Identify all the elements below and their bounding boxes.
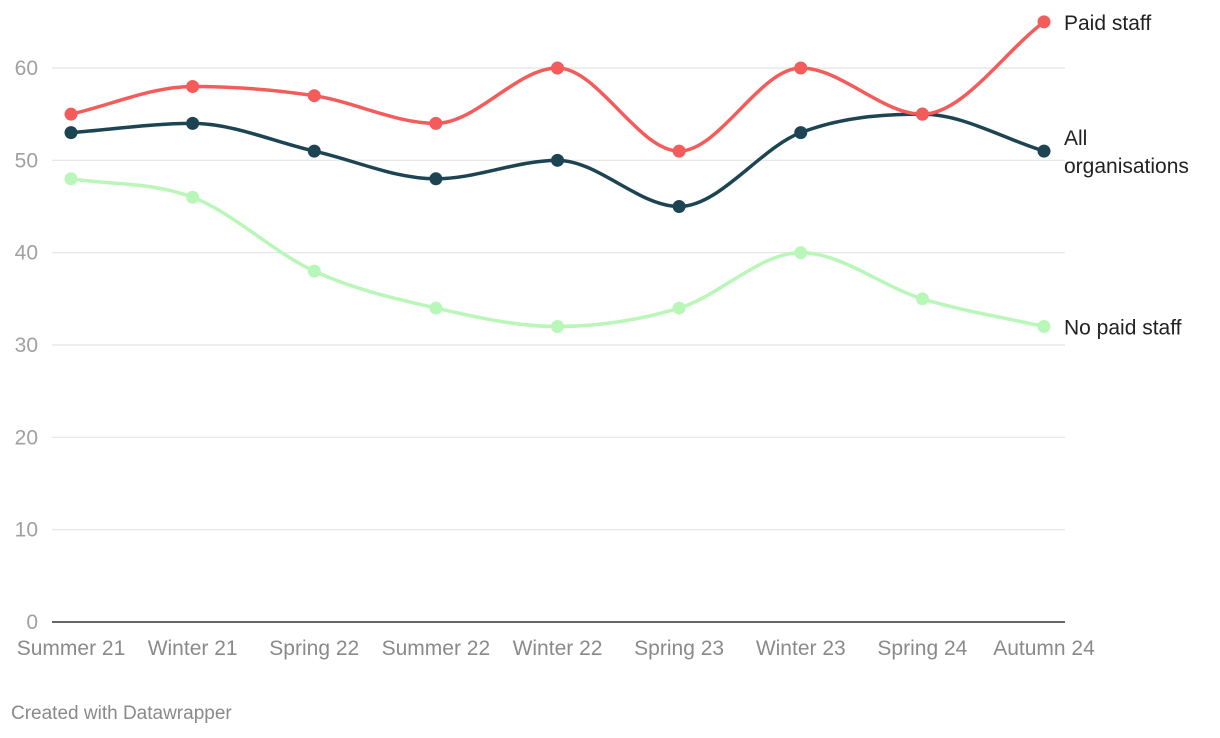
data-point-no-paid-staff [1037,320,1051,334]
series-layer [64,15,1051,334]
data-point-all-organisations [307,144,321,158]
series-all-organisations [64,107,1051,213]
line-chart: 0 10 20 30 40 50 60 Summer 21 Winter 21 Spring 22… [15,12,1189,660]
y-tick-label: 10 [15,519,38,542]
data-point-paid-staff [551,61,564,75]
data-point-paid-staff [307,89,321,103]
y-tick-label: 0 [26,611,38,634]
data-point-paid-staff [429,116,443,130]
series-line-paid-staff [69,20,1046,153]
data-point-no-paid-staff [429,301,443,315]
y-tick-label: 20 [15,426,38,449]
data-point-paid-staff [64,107,78,121]
data-point-no-paid-staff [915,292,929,306]
series-paid-staff [64,15,1051,158]
series-label-all-organisations: All organisations [1064,127,1189,178]
data-point-all-organisations [551,153,564,167]
data-point-all-organisations [794,126,808,140]
x-tick-label: Spring 22 [269,637,359,660]
data-point-paid-staff [672,144,686,158]
data-point-no-paid-staff [186,190,200,204]
data-point-all-organisations [1037,144,1051,158]
y-tick-label: 40 [15,242,38,265]
data-point-paid-staff [794,61,808,75]
grid-layer [52,67,1065,623]
data-point-all-organisations [186,116,200,130]
x-tick-label: Winter 21 [148,637,238,660]
data-point-paid-staff [186,79,200,93]
footer-credit: Created with Datawrapper [11,703,232,724]
data-point-no-paid-staff [794,246,808,260]
y-tick-label: 60 [15,57,38,80]
data-point-no-paid-staff [307,264,321,278]
x-tick-label: Summer 22 [382,637,491,660]
x-tick-label: Summer 21 [17,637,126,660]
data-point-no-paid-staff [672,301,686,315]
label-layer: 0 10 20 30 40 50 60 Summer 21 Winter 21 Spring 22… [15,12,1189,660]
series-no-paid-staff [64,172,1051,334]
y-tick-label: 50 [15,149,38,172]
x-tick-label: Winter 23 [756,637,846,660]
x-tick-label: Spring 23 [634,637,724,660]
series-label-no-paid-staff: No paid staff [1064,317,1182,340]
series-label-paid-staff: Paid staff [1064,12,1151,35]
data-point-paid-staff [915,107,929,121]
x-tick-label: Winter 22 [513,637,603,660]
x-tick-label: Spring 24 [877,637,967,660]
data-point-no-paid-staff [64,172,78,186]
data-point-paid-staff [1037,15,1051,29]
data-point-all-organisations [64,126,78,140]
x-tick-label: Autumn 24 [993,637,1095,660]
y-tick-label: 30 [15,334,38,357]
data-point-all-organisations [672,200,686,213]
data-point-all-organisations [429,172,443,186]
data-point-no-paid-staff [551,320,564,334]
